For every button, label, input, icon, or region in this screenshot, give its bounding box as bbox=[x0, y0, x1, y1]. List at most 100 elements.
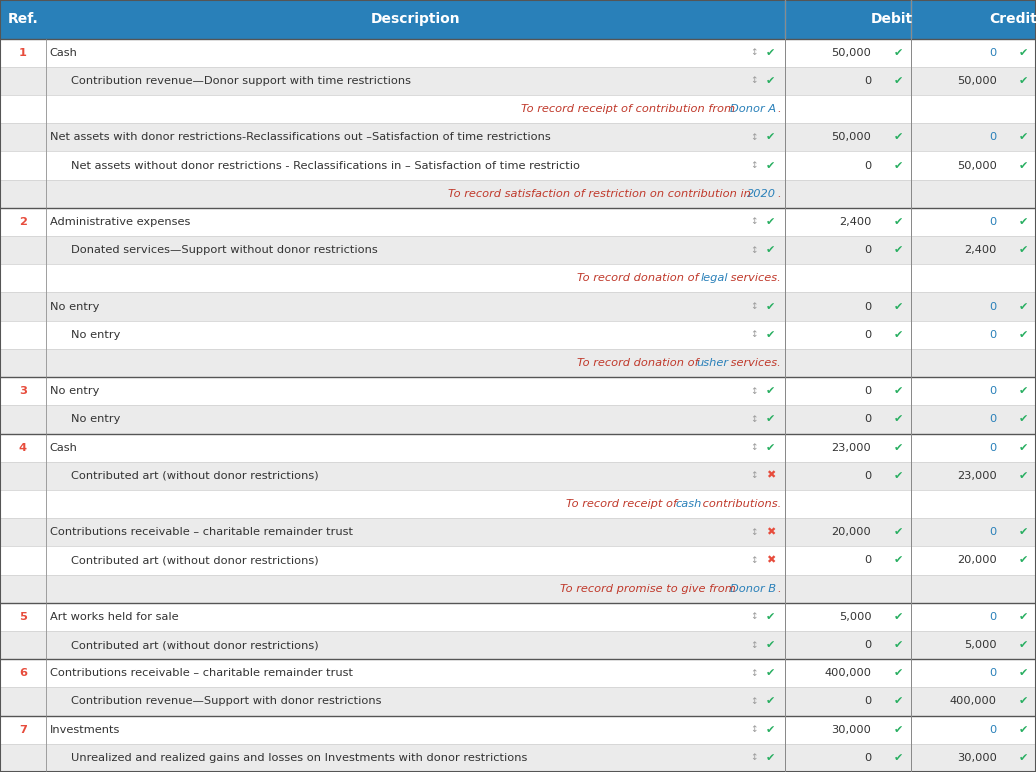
Text: 20,000: 20,000 bbox=[832, 527, 871, 537]
Bar bbox=[46, 434, 785, 462]
Bar bbox=[911, 236, 1036, 264]
Text: 0: 0 bbox=[864, 161, 871, 171]
Bar bbox=[785, 236, 911, 264]
Text: ✔: ✔ bbox=[766, 415, 776, 425]
Text: ✔: ✔ bbox=[1018, 132, 1029, 142]
Text: .: . bbox=[778, 104, 781, 114]
Bar bbox=[46, 547, 785, 574]
Bar bbox=[911, 349, 1036, 377]
Text: ✖: ✖ bbox=[766, 527, 776, 537]
Text: 1: 1 bbox=[19, 48, 27, 58]
Text: ✔: ✔ bbox=[766, 612, 776, 622]
Text: Contributed art (without donor restrictions): Contributed art (without donor restricti… bbox=[71, 640, 319, 650]
Bar bbox=[911, 124, 1036, 151]
Text: To record promise to give from: To record promise to give from bbox=[559, 584, 739, 594]
Text: ✔: ✔ bbox=[893, 555, 903, 565]
Text: 0: 0 bbox=[864, 555, 871, 565]
Text: Contribution revenue—Support with donor restrictions: Contribution revenue—Support with donor … bbox=[71, 696, 382, 706]
Bar bbox=[46, 95, 785, 124]
Text: ✔: ✔ bbox=[893, 640, 903, 650]
Text: ✔: ✔ bbox=[1018, 555, 1029, 565]
Text: 2020: 2020 bbox=[747, 188, 776, 198]
Text: ✔: ✔ bbox=[1018, 386, 1029, 396]
Text: Administrative expenses: Administrative expenses bbox=[50, 217, 190, 227]
Bar bbox=[0, 434, 46, 462]
Text: 23,000: 23,000 bbox=[957, 471, 997, 481]
Bar bbox=[46, 687, 785, 716]
Text: ✔: ✔ bbox=[766, 725, 776, 735]
Text: 0: 0 bbox=[864, 471, 871, 481]
Text: 50,000: 50,000 bbox=[832, 48, 871, 58]
Bar bbox=[46, 39, 785, 67]
Bar bbox=[785, 687, 911, 716]
Text: ↕: ↕ bbox=[750, 218, 758, 226]
Text: ✔: ✔ bbox=[1018, 48, 1029, 58]
Text: ↕: ↕ bbox=[750, 302, 758, 311]
Text: ✔: ✔ bbox=[893, 415, 903, 425]
Text: usher: usher bbox=[696, 358, 728, 368]
Bar bbox=[785, 574, 911, 603]
Text: ✔: ✔ bbox=[766, 330, 776, 340]
Bar bbox=[911, 95, 1036, 124]
Bar bbox=[911, 405, 1036, 434]
Bar bbox=[46, 67, 785, 95]
Bar bbox=[0, 716, 46, 743]
Bar bbox=[785, 293, 911, 320]
Text: Description: Description bbox=[371, 12, 460, 26]
Bar bbox=[0, 743, 46, 772]
Text: 0: 0 bbox=[989, 442, 997, 452]
Text: ✔: ✔ bbox=[1018, 696, 1029, 706]
Bar bbox=[785, 124, 911, 151]
Bar bbox=[46, 236, 785, 264]
Bar bbox=[911, 320, 1036, 349]
Text: Unrealized and realized gains and losses on Investments with donor restrictions: Unrealized and realized gains and losses… bbox=[71, 753, 528, 763]
Text: 0: 0 bbox=[989, 217, 997, 227]
Text: ✔: ✔ bbox=[893, 669, 903, 679]
Text: 0: 0 bbox=[989, 386, 997, 396]
Text: Credit: Credit bbox=[989, 12, 1036, 26]
Text: cash: cash bbox=[675, 499, 702, 509]
Bar bbox=[0, 236, 46, 264]
Bar bbox=[0, 687, 46, 716]
Text: ✔: ✔ bbox=[766, 302, 776, 312]
Bar bbox=[0, 293, 46, 320]
Text: No entry: No entry bbox=[50, 302, 99, 312]
Text: 0: 0 bbox=[989, 330, 997, 340]
Text: 2,400: 2,400 bbox=[965, 245, 997, 256]
Bar bbox=[911, 631, 1036, 659]
Text: ✔: ✔ bbox=[893, 696, 903, 706]
Bar bbox=[911, 574, 1036, 603]
Bar bbox=[911, 293, 1036, 320]
Text: ↕: ↕ bbox=[750, 697, 758, 706]
Bar bbox=[46, 293, 785, 320]
Text: 3: 3 bbox=[19, 386, 27, 396]
Text: ✔: ✔ bbox=[893, 386, 903, 396]
Text: ✔: ✔ bbox=[1018, 161, 1029, 171]
Text: Cash: Cash bbox=[50, 442, 78, 452]
Bar bbox=[46, 631, 785, 659]
Text: ✔: ✔ bbox=[893, 527, 903, 537]
Text: 0: 0 bbox=[864, 76, 871, 86]
Text: ✔: ✔ bbox=[893, 132, 903, 142]
Bar bbox=[46, 124, 785, 151]
Text: Art works held for sale: Art works held for sale bbox=[50, 612, 178, 622]
Text: services.: services. bbox=[727, 273, 781, 283]
Bar bbox=[785, 208, 911, 236]
Bar bbox=[911, 151, 1036, 180]
Bar bbox=[0, 124, 46, 151]
Text: ↕: ↕ bbox=[750, 641, 758, 649]
Text: To record receipt of contribution from: To record receipt of contribution from bbox=[521, 104, 739, 114]
Text: To record promise to give from Donor B.: To record promise to give from Donor B. bbox=[552, 584, 781, 594]
Text: ↕: ↕ bbox=[750, 612, 758, 621]
Text: 30,000: 30,000 bbox=[957, 753, 997, 763]
Bar bbox=[911, 716, 1036, 743]
Text: To record receipt of: To record receipt of bbox=[567, 499, 681, 509]
Text: ✔: ✔ bbox=[893, 442, 903, 452]
Text: 5,000: 5,000 bbox=[839, 612, 871, 622]
Text: ✔: ✔ bbox=[766, 442, 776, 452]
Bar bbox=[785, 377, 911, 405]
Text: To record donation of usher services.: To record donation of usher services. bbox=[570, 358, 781, 368]
Text: To record receipt of cash contributions.: To record receipt of cash contributions. bbox=[558, 499, 781, 509]
Text: Contribution revenue—Donor support with time restrictions: Contribution revenue—Donor support with … bbox=[71, 76, 411, 86]
Text: ✔: ✔ bbox=[1018, 527, 1029, 537]
